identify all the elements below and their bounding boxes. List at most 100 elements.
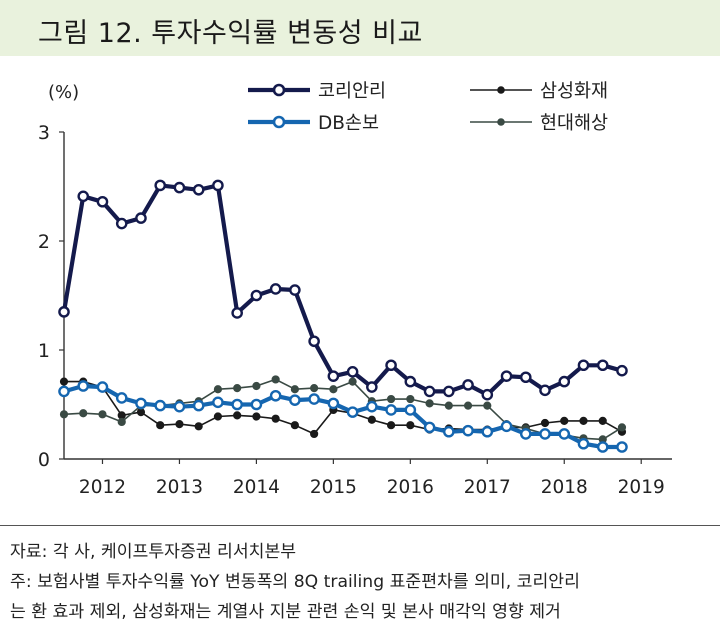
data-point [481, 388, 494, 401]
x-tick-label: 2018 [541, 477, 588, 498]
data-point [423, 385, 436, 398]
y-tick-label: 1 [38, 340, 50, 362]
data-point [96, 381, 109, 393]
data-point [348, 377, 357, 386]
data-point [596, 359, 609, 372]
data-point [598, 416, 607, 425]
data-point [579, 416, 588, 425]
data-point [481, 425, 494, 438]
data-point [308, 335, 320, 348]
data-point [77, 380, 90, 392]
data-point [308, 393, 320, 405]
data-point [500, 420, 513, 433]
y-tick-label: 2 [38, 231, 50, 253]
data-point [386, 394, 396, 404]
note-text-line-1: 주: 보험사별 투자수익률 YoY 변동폭의 8Q trailing 표준편차를… [10, 572, 580, 592]
data-point [212, 179, 224, 192]
series-0 [58, 179, 628, 401]
data-point [558, 375, 571, 388]
y-tick-label: 0 [38, 449, 50, 471]
legend-item-1: 삼성화재 [470, 81, 608, 102]
x-tick-label: 2013 [156, 477, 203, 498]
data-point [194, 422, 203, 431]
data-point [271, 375, 280, 384]
data-point [250, 289, 263, 302]
data-point [616, 364, 628, 377]
data-point [252, 412, 261, 421]
data-point [519, 371, 532, 384]
source-notes: 자료: 각 사, 케이프투자증권 리서치본부 주: 보험사별 투자수익률 YoY… [0, 515, 720, 639]
series-lines [58, 179, 628, 453]
x-tick-label: 2012 [79, 477, 126, 498]
data-point [289, 284, 301, 296]
legend-marker [272, 83, 286, 97]
data-point [463, 401, 473, 410]
data-point [329, 385, 338, 394]
figure-title: 그림 12. 투자수익률 변동성 비교 [38, 18, 423, 49]
data-point [425, 399, 434, 408]
data-point [483, 401, 492, 410]
source-text: 자료: 각 사, 케이프투자증권 리서치본부 [10, 542, 297, 562]
data-point [231, 398, 243, 411]
data-point [156, 421, 165, 430]
data-point [59, 410, 69, 419]
data-point [462, 424, 474, 437]
y-tick-label: 3 [38, 122, 50, 144]
data-point [175, 420, 184, 429]
data-point [154, 399, 167, 412]
data-point [346, 406, 359, 418]
data-point [192, 399, 205, 412]
data-point [290, 385, 299, 394]
data-point [98, 410, 107, 419]
data-point [540, 418, 550, 428]
x-tick-label: 2019 [618, 477, 665, 498]
data-point [115, 217, 128, 230]
legend-label: 현대해상 [540, 113, 608, 134]
data-point [79, 409, 88, 418]
data-point [192, 183, 205, 196]
data-point [404, 375, 417, 388]
legend-label: 삼성화재 [540, 81, 608, 102]
series-2 [58, 380, 628, 453]
legend-label: 코리안리 [318, 81, 386, 102]
data-point [560, 416, 569, 425]
data-point [290, 421, 299, 430]
data-point [115, 392, 128, 404]
data-point [213, 385, 223, 394]
data-point [423, 421, 436, 434]
data-point [385, 359, 397, 372]
title-bar: 그림 12. 투자수익률 변동성 비교 [0, 0, 720, 56]
data-point [252, 381, 261, 391]
data-point [233, 384, 242, 393]
data-point [231, 307, 243, 319]
data-point [271, 414, 280, 423]
data-point [173, 400, 186, 413]
data-point [406, 421, 415, 430]
data-point [386, 421, 396, 430]
data-point [289, 394, 301, 406]
data-point [96, 195, 109, 208]
data-point [539, 428, 551, 440]
data-point [173, 181, 186, 194]
legend-marker [497, 118, 505, 126]
data-point [135, 397, 147, 410]
data-point [269, 283, 282, 295]
data-point [366, 381, 378, 393]
y-unit-label: (%) [48, 82, 79, 103]
series-line [61, 183, 623, 397]
legend-item-3: 현대해상 [470, 113, 608, 134]
data-point [617, 423, 627, 432]
data-point [233, 411, 242, 420]
divider [0, 525, 720, 526]
data-point [213, 412, 223, 421]
data-point [367, 415, 376, 424]
axes: 0 1 2 3 (%) 2012 2013 2014 2015 2016 2017 2018 2019 [38, 82, 672, 498]
data-point [404, 404, 417, 416]
data-point [539, 384, 551, 397]
data-point [310, 384, 319, 393]
note-text-line-2: 는 환 효과 제외, 삼성화재는 계열사 지분 관련 손익 및 본사 매각익 영… [10, 602, 561, 622]
data-point [310, 429, 319, 439]
data-point [327, 370, 340, 382]
